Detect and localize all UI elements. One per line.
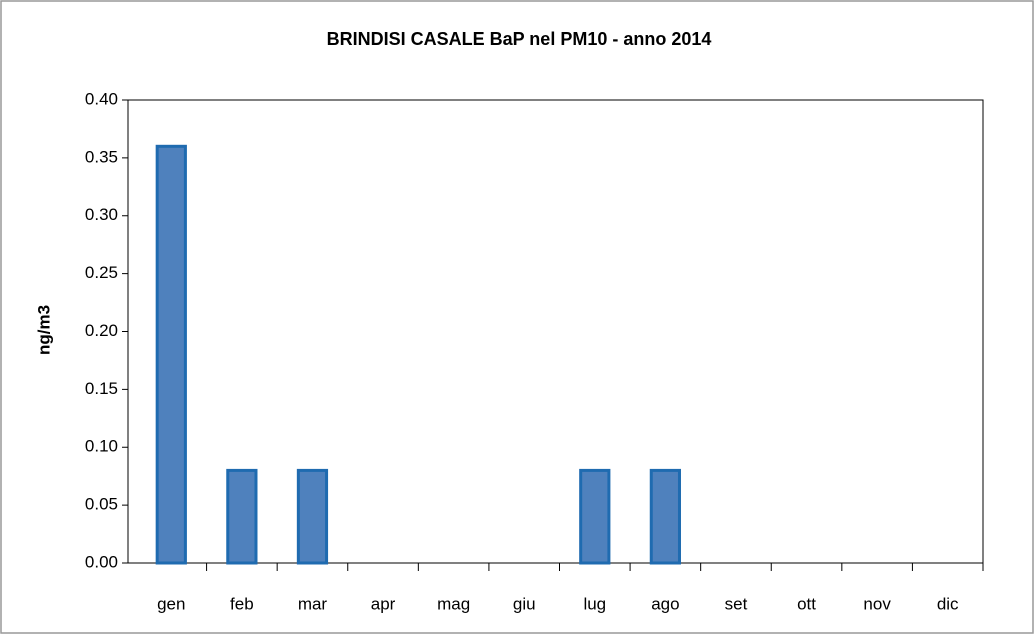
bar	[579, 468, 611, 565]
y-tick-label: 0.25	[85, 263, 118, 282]
x-tick-label: lug	[583, 594, 606, 613]
x-tick-label: apr	[371, 594, 396, 613]
x-tick-label: giu	[513, 594, 536, 613]
x-tick-label: gen	[157, 594, 185, 613]
bar	[649, 468, 681, 565]
y-tick-label: 0.00	[85, 552, 118, 571]
y-tick-label: 0.20	[85, 321, 118, 340]
x-tick-label: nov	[863, 594, 891, 613]
y-axis-label: ng/m3	[34, 305, 53, 355]
y-tick-label: 0.05	[85, 495, 118, 514]
x-tick-label: mag	[437, 594, 470, 613]
y-tick-label: 0.10	[85, 437, 118, 456]
x-tick-label: mar	[298, 594, 328, 613]
y-tick-label: 0.35	[85, 147, 118, 166]
x-tick-label: ott	[797, 594, 816, 613]
bar	[155, 144, 187, 565]
y-tick-label: 0.30	[85, 205, 118, 224]
chart-title: BRINDISI CASALE BaP nel PM10 - anno 2014	[327, 29, 712, 49]
x-tick-label: set	[725, 594, 748, 613]
bar	[226, 468, 258, 565]
x-tick-label: dic	[937, 594, 959, 613]
y-tick-label: 0.40	[85, 89, 118, 108]
y-tick-label: 0.15	[85, 379, 118, 398]
x-tick-label: feb	[230, 594, 254, 613]
bar	[296, 468, 329, 565]
x-tick-label: ago	[651, 594, 679, 613]
